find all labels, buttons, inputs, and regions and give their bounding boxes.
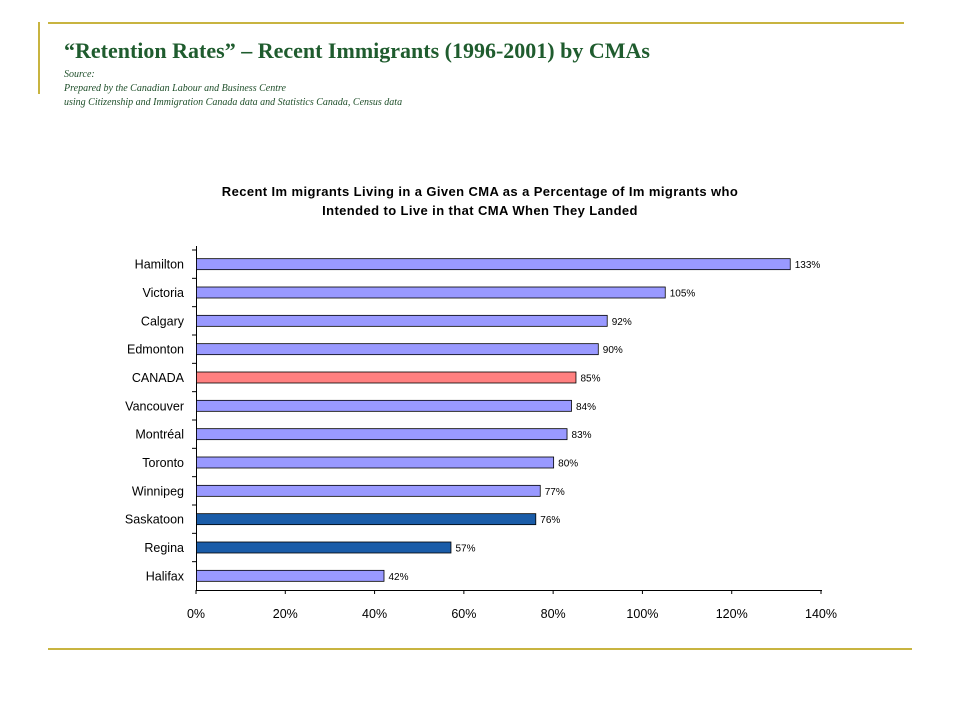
data-label: 85% [580,374,600,385]
data-label: 84% [576,402,596,413]
bar [196,456,555,469]
bar [196,484,541,497]
x-tick-label: 20% [273,607,298,621]
left-rule [38,22,40,94]
category-label: Winnipeg [132,484,184,498]
category-label: Vancouver [125,399,184,413]
bars-layer: 0% 20% 40% 60% 80% 100% 120% 140% Hamilton 133% Vi… [125,249,837,621]
bar [196,286,666,299]
bar [196,399,572,412]
x-tick-label: 120% [716,607,748,621]
category-label: Halifax [146,569,185,583]
source-note: Source: Prepared by the Canadian Labour … [64,68,402,110]
data-label: 57% [455,544,475,555]
source-line: Prepared by the Canadian Labour and Busi… [64,83,286,94]
slide-title: “Retention Rates” – Recent Immigrants (1… [64,38,650,63]
top-rule [48,22,904,24]
x-tick-label: 100% [626,607,658,621]
category-label: CANADA [132,371,185,385]
data-label: 83% [572,430,592,441]
category-label: Hamilton [135,258,184,272]
bar [196,371,577,384]
x-tick-label: 140% [805,607,837,621]
data-label: 92% [612,317,632,328]
bar [196,569,385,582]
x-tick-label: 40% [362,607,387,621]
x-tick-label: 80% [541,607,566,621]
bar [196,428,568,441]
data-label: 77% [545,487,565,498]
category-label: Calgary [141,314,185,328]
bar [196,541,452,554]
chart-title-line: Intended to Live in that CMA When They L… [322,203,638,218]
bar [196,314,608,327]
category-label: Edmonton [127,343,184,357]
bottom-rule [48,648,912,650]
category-label: Regina [144,541,184,555]
category-label: Saskatoon [125,513,184,527]
x-tick-label: 60% [451,607,476,621]
category-label: Victoria [143,286,185,300]
source-line: Source: [64,69,95,80]
data-label: 42% [389,572,409,583]
data-label: 80% [558,459,578,470]
bar [196,258,791,271]
data-label: 76% [540,515,560,526]
x-tick-label: 0% [187,607,205,621]
data-label: 105% [670,289,696,300]
data-label: 90% [603,345,623,356]
data-label: 133% [795,260,821,271]
category-label: Montréal [135,428,184,442]
source-line: using Citizenship and Immigration Canada… [64,97,403,108]
bar [196,513,537,526]
category-label: Toronto [142,456,184,470]
bar [196,343,599,356]
chart-title-line: Recent Im migrants Living in a Given CMA… [222,184,738,199]
